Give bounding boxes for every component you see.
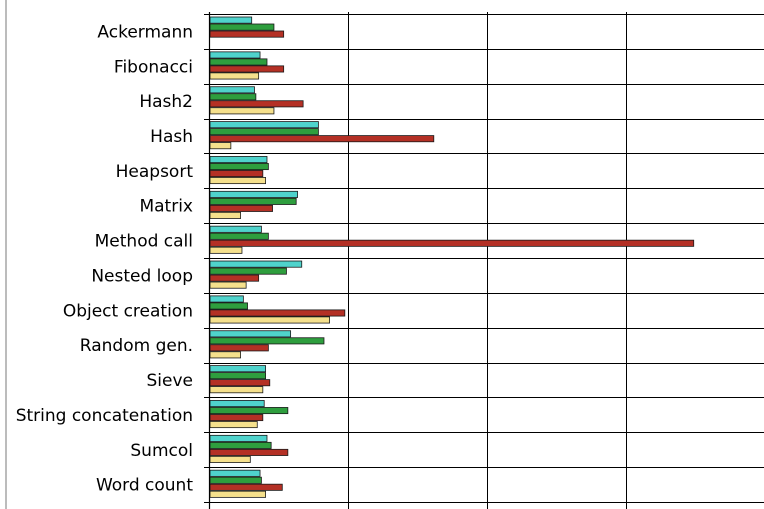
bar (209, 414, 264, 422)
bar (209, 309, 346, 317)
bar (209, 372, 266, 380)
bar (209, 100, 304, 108)
bar (209, 260, 303, 268)
bar (209, 302, 248, 310)
bar (209, 170, 264, 178)
category-label: Object creation (63, 301, 193, 321)
bar (209, 274, 260, 282)
bar (209, 344, 269, 352)
bar (209, 107, 275, 115)
bar (209, 379, 271, 387)
bar (209, 483, 283, 491)
bar (209, 469, 261, 477)
bar (209, 490, 266, 498)
bar (209, 295, 244, 303)
category-label: Sieve (147, 371, 194, 391)
bar (209, 135, 435, 143)
category-label: Method call (95, 232, 193, 252)
chart-bars (209, 16, 695, 498)
bar (209, 365, 266, 373)
bar (209, 156, 268, 164)
bar (209, 232, 269, 240)
category-label: Ackermann (97, 22, 193, 42)
category-label: Nested loop (91, 266, 193, 286)
chart-grid (209, 12, 764, 509)
bar (209, 51, 261, 59)
bar (209, 434, 268, 442)
bar (209, 316, 330, 324)
bar (209, 86, 255, 94)
bar (209, 121, 319, 129)
bar (209, 128, 319, 136)
bar (209, 58, 268, 66)
bar (209, 407, 289, 415)
bar (209, 267, 287, 275)
category-label: Hash (150, 127, 193, 147)
category-label: Matrix (139, 197, 193, 217)
bar (209, 476, 262, 484)
bar (209, 246, 243, 254)
bar (209, 204, 273, 212)
bar (209, 23, 275, 31)
bar (209, 225, 262, 233)
bar (209, 448, 289, 456)
category-label: Random gen. (80, 336, 193, 356)
bar (209, 142, 232, 150)
category-label: Word count (96, 476, 193, 496)
bar (209, 190, 298, 198)
category-label: Fibonacci (114, 57, 193, 77)
bar (209, 239, 695, 247)
bar (209, 163, 269, 171)
bar (209, 197, 297, 205)
bar (209, 72, 260, 80)
bar (209, 93, 257, 101)
category-label: Hash2 (139, 92, 193, 112)
bar (209, 351, 241, 359)
bar (209, 177, 266, 185)
bar (209, 421, 258, 429)
category-label: String concatenation (16, 406, 193, 426)
bar (209, 16, 253, 24)
bar (209, 30, 285, 38)
bar (209, 400, 265, 408)
category-label: Sumcol (130, 441, 193, 461)
bar (209, 211, 241, 219)
bar (209, 337, 325, 345)
chart-frame (5, 0, 211, 509)
category-labels: Ackermann Fibonacci Hash2 Hash Heapsort Matri… (16, 22, 194, 495)
bar (209, 455, 251, 463)
bar (209, 441, 272, 449)
bar (209, 330, 292, 338)
bar (209, 386, 264, 394)
bar (209, 65, 285, 73)
bar (209, 281, 247, 289)
category-label: Heapsort (116, 162, 194, 182)
